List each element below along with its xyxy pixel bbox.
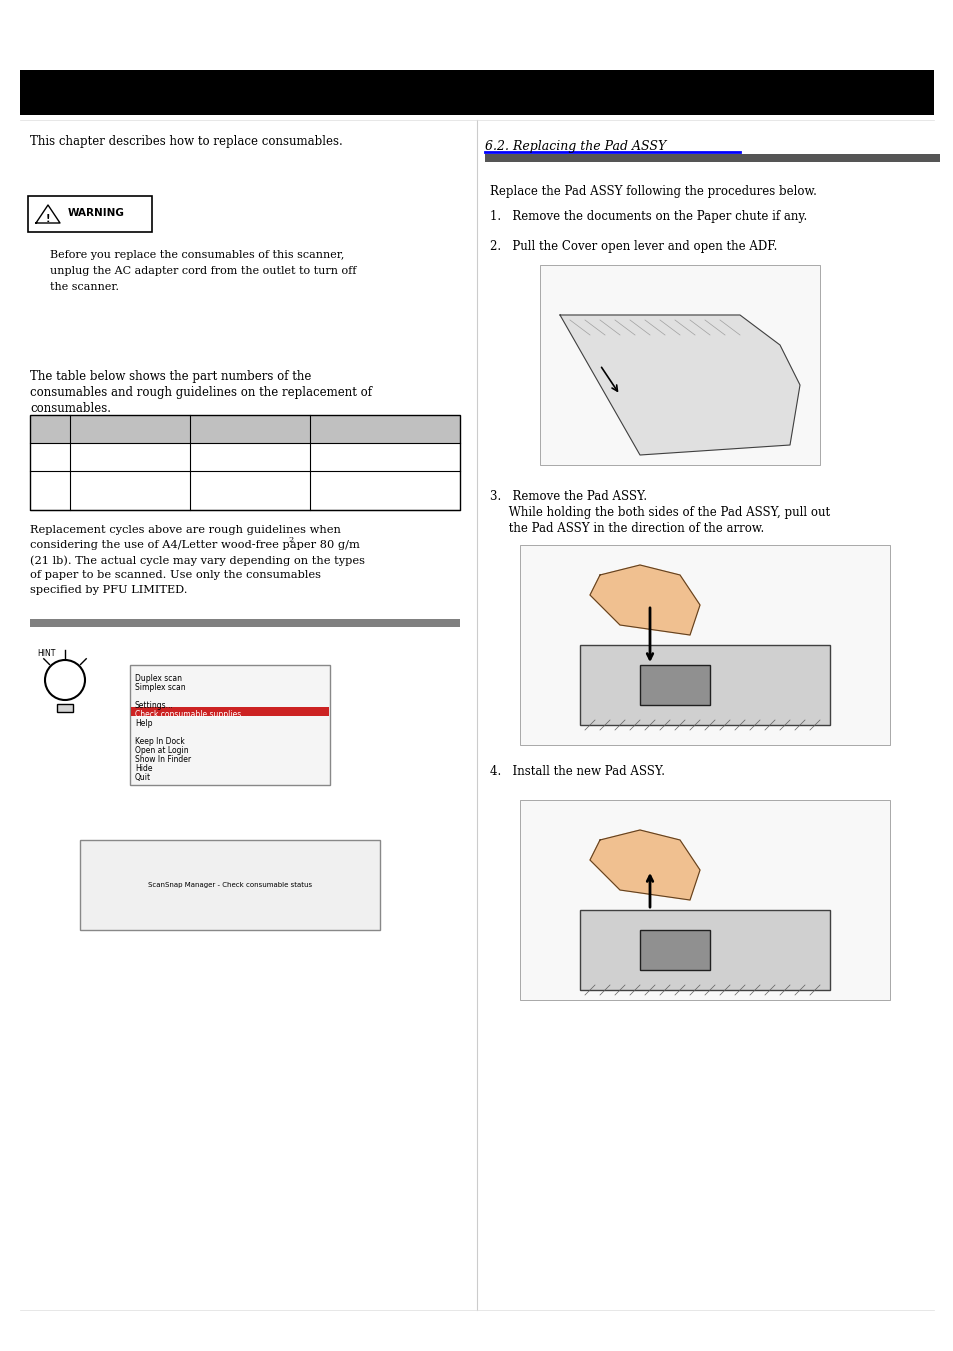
Text: considering the use of A4/Letter wood-free paper 80 g/m: considering the use of A4/Letter wood-fr… (30, 540, 359, 550)
Bar (639, 665, 709, 705)
Bar (519, 800, 889, 1000)
Bar (639, 929, 709, 970)
Bar (57, 704, 73, 712)
Text: The table below shows the part numbers of the: The table below shows the part numbers o… (30, 370, 311, 382)
Polygon shape (589, 830, 700, 900)
Text: Keep In Dock: Keep In Dock (135, 738, 185, 746)
Text: unplug the AC adapter cord from the outlet to turn off: unplug the AC adapter cord from the outl… (50, 266, 356, 276)
Text: ScanSnap Manager - Check consumable status: ScanSnap Manager - Check consumable stat… (148, 882, 312, 888)
Text: 3.   Remove the Pad ASSY.: 3. Remove the Pad ASSY. (490, 490, 646, 503)
Bar (131, 707, 329, 716)
Bar (579, 644, 829, 725)
Text: This chapter describes how to replace consumables.: This chapter describes how to replace co… (30, 135, 342, 149)
Text: consumables and rough guidelines on the replacement of: consumables and rough guidelines on the … (30, 386, 372, 399)
Text: of paper to be scanned. Use only the consumables: of paper to be scanned. Use only the con… (30, 570, 320, 580)
Bar (30, 415, 459, 443)
Text: Quit: Quit (135, 773, 151, 782)
Text: the scanner.: the scanner. (50, 282, 119, 292)
Text: 6.2. Replacing the Pad ASSY: 6.2. Replacing the Pad ASSY (484, 141, 665, 153)
Text: 1.   Remove the documents on the Paper chute if any.: 1. Remove the documents on the Paper chu… (490, 209, 806, 223)
Polygon shape (559, 315, 800, 455)
Text: Hide: Hide (135, 765, 152, 773)
Bar (579, 911, 829, 990)
Text: consumables.: consumables. (30, 403, 111, 415)
Text: Open at Login: Open at Login (135, 746, 189, 755)
Text: Show In Finder: Show In Finder (135, 755, 191, 765)
Text: Check consumable supplies...: Check consumable supplies... (135, 711, 248, 719)
Bar (130, 665, 330, 785)
Bar (484, 154, 939, 162)
Bar (30, 415, 459, 509)
FancyBboxPatch shape (28, 196, 152, 232)
Text: Duplex scan: Duplex scan (135, 674, 182, 684)
Bar (80, 840, 379, 929)
Text: Settings...: Settings... (135, 701, 173, 711)
Text: 4.   Install the new Pad ASSY.: 4. Install the new Pad ASSY. (490, 765, 664, 778)
Text: Help: Help (135, 719, 152, 728)
Text: specified by PFU LIMITED.: specified by PFU LIMITED. (30, 585, 188, 594)
Bar (20, 70, 933, 115)
Bar (519, 544, 889, 744)
Polygon shape (36, 205, 60, 223)
Text: Replace the Pad ASSY following the procedures below.: Replace the Pad ASSY following the proce… (490, 185, 816, 199)
Bar (539, 265, 820, 465)
Text: While holding the both sides of the Pad ASSY, pull out: While holding the both sides of the Pad … (490, 507, 829, 519)
Text: Replacement cycles above are rough guidelines when: Replacement cycles above are rough guide… (30, 526, 340, 535)
Text: (21 lb). The actual cycle may vary depending on the types: (21 lb). The actual cycle may vary depen… (30, 555, 365, 566)
Bar (30, 619, 459, 627)
Text: WARNING: WARNING (68, 208, 125, 218)
Polygon shape (589, 565, 700, 635)
Text: Before you replace the consumables of this scanner,: Before you replace the consumables of th… (50, 250, 344, 259)
Text: the Pad ASSY in the direction of the arrow.: the Pad ASSY in the direction of the arr… (490, 521, 763, 535)
Text: 2: 2 (288, 536, 294, 544)
Text: Simplex scan: Simplex scan (135, 684, 186, 692)
Text: !: ! (46, 213, 51, 224)
Text: HINT: HINT (37, 648, 55, 658)
Text: 2.   Pull the Cover open lever and open the ADF.: 2. Pull the Cover open lever and open th… (490, 240, 777, 253)
